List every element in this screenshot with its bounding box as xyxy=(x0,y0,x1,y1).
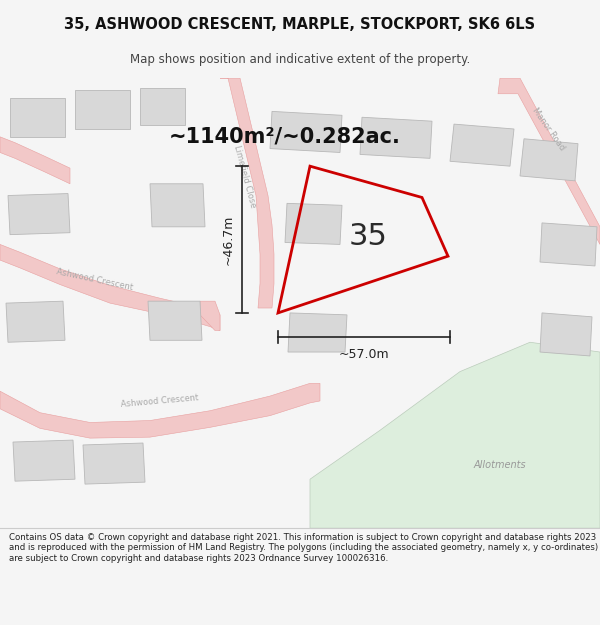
Polygon shape xyxy=(8,194,70,234)
Polygon shape xyxy=(0,137,70,184)
Polygon shape xyxy=(360,118,432,158)
Polygon shape xyxy=(540,223,597,266)
Text: Limefield Close: Limefield Close xyxy=(232,144,257,208)
Polygon shape xyxy=(150,184,205,227)
Polygon shape xyxy=(540,313,592,356)
Polygon shape xyxy=(13,440,75,481)
Polygon shape xyxy=(310,342,600,528)
Polygon shape xyxy=(6,301,65,343)
Polygon shape xyxy=(200,301,220,331)
Text: Allotments: Allotments xyxy=(473,459,526,469)
Polygon shape xyxy=(220,78,274,308)
Polygon shape xyxy=(83,443,145,484)
Text: Map shows position and indicative extent of the property.: Map shows position and indicative extent… xyxy=(130,53,470,66)
Polygon shape xyxy=(75,90,130,129)
Text: ~57.0m: ~57.0m xyxy=(338,349,389,361)
Text: 35, ASHWOOD CRESCENT, MARPLE, STOCKPORT, SK6 6LS: 35, ASHWOOD CRESCENT, MARPLE, STOCKPORT,… xyxy=(64,17,536,32)
Polygon shape xyxy=(450,124,514,166)
Text: Contains OS data © Crown copyright and database right 2021. This information is : Contains OS data © Crown copyright and d… xyxy=(9,533,598,562)
Text: Manor Road: Manor Road xyxy=(530,106,566,152)
Text: Ashwood Crescent: Ashwood Crescent xyxy=(121,393,199,409)
Polygon shape xyxy=(270,111,342,152)
Polygon shape xyxy=(0,383,320,438)
Text: ~1140m²/~0.282ac.: ~1140m²/~0.282ac. xyxy=(169,127,401,147)
Text: Ashwood Crescent: Ashwood Crescent xyxy=(56,267,134,292)
Polygon shape xyxy=(288,313,347,352)
Polygon shape xyxy=(140,88,185,125)
Polygon shape xyxy=(148,301,202,340)
Polygon shape xyxy=(498,78,600,244)
Text: ~46.7m: ~46.7m xyxy=(221,214,235,265)
Polygon shape xyxy=(10,98,65,137)
Text: 35: 35 xyxy=(349,222,388,251)
Polygon shape xyxy=(520,139,578,181)
Polygon shape xyxy=(0,244,220,331)
Polygon shape xyxy=(285,203,342,244)
